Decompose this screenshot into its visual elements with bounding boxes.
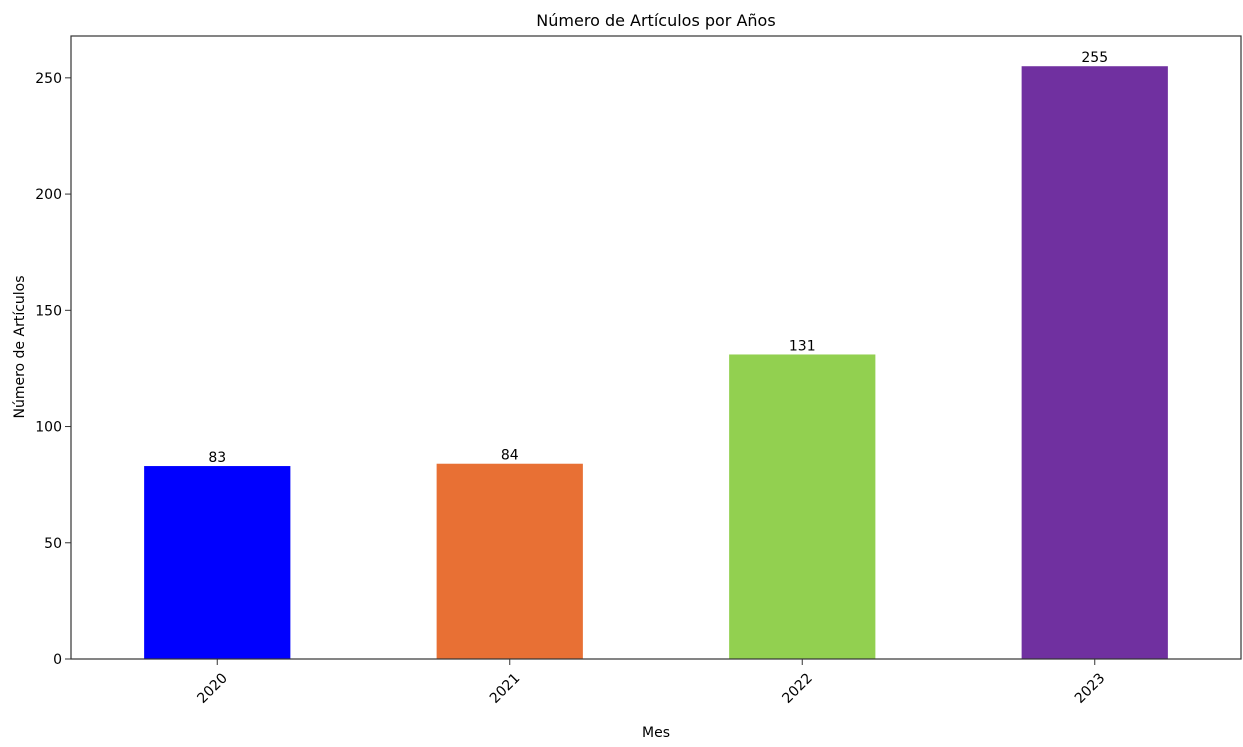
bar-2022 [729,354,876,659]
y-tick-label: 150 [35,303,62,319]
y-tick-label: 50 [44,536,62,552]
y-tick-label: 0 [53,652,62,668]
x-tick-label-2021: 2021 [487,670,524,707]
y-tick-label: 250 [35,71,62,87]
bar-2021 [436,463,583,659]
y-tick-label: 200 [35,187,62,203]
bar-2020 [144,466,291,659]
data-label-2020: 83 [208,450,226,466]
y-axis-ticks: 0 50 100 150 200 250 [35,71,71,668]
plot-area-frame [70,35,1242,660]
y-axis-label: Número de Artículos [12,275,28,418]
bar-2023 [1021,66,1168,659]
data-labels-group: 83 84 131 255 [208,50,1108,466]
x-axis-ticks: 2020 2021 2022 2023 [194,659,1108,707]
data-label-2022: 131 [789,338,816,354]
bars-group [144,66,1168,659]
data-label-2023: 255 [1081,50,1108,66]
data-label-2021: 84 [501,448,519,464]
x-axis-label: Mes [642,725,670,741]
x-tick-label-2020: 2020 [194,670,231,707]
x-tick-label-2022: 2022 [779,670,816,707]
chart-title: Número de Artículos por Años [536,11,775,30]
x-tick-label-2023: 2023 [1072,670,1109,707]
y-tick-label: 100 [35,420,62,436]
